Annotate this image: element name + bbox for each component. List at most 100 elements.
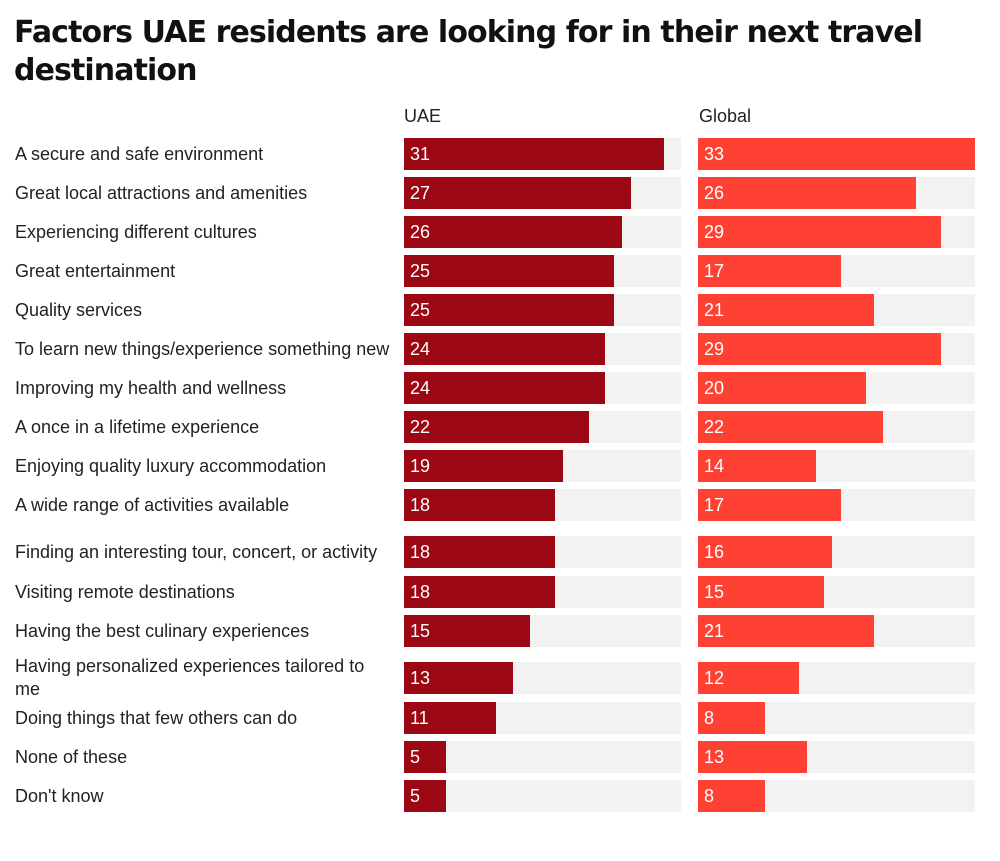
bar-uae: 5 (404, 741, 446, 773)
category-label: Having personalized experiences tailored… (15, 656, 365, 699)
bar-uae: 22 (404, 411, 589, 443)
bar-global: 15 (698, 576, 824, 608)
bar-uae: 5 (404, 780, 446, 812)
category-label: Enjoying quality luxury accommodation (15, 455, 327, 476)
column-header-global: Global (699, 106, 752, 126)
bar-uae: 18 (404, 536, 555, 568)
data-label: 14 (704, 456, 725, 476)
data-label: 20 (704, 378, 725, 398)
data-label: 12 (704, 668, 725, 688)
data-label: 17 (704, 495, 725, 515)
data-label: 21 (704, 621, 725, 641)
bar-global: 21 (698, 615, 874, 647)
bar-track-global: 21 (698, 615, 975, 647)
bar-track-uae: 24 (404, 372, 681, 404)
data-label: 24 (410, 339, 431, 359)
data-label: 27 (410, 183, 431, 203)
bar-track-global: 13 (698, 741, 975, 773)
data-label: 18 (410, 582, 431, 602)
bar-uae: 31 (404, 138, 664, 170)
bar-global: 17 (698, 489, 841, 521)
data-label: 24 (410, 378, 431, 398)
category-label: Doing things that few others can do (15, 707, 298, 728)
bar-global: 17 (698, 255, 841, 287)
bar-track-uae: 27 (404, 177, 681, 209)
data-label: 5 (410, 786, 421, 806)
data-label: 15 (410, 621, 431, 641)
bar-global: 26 (698, 177, 916, 209)
bar-uae: 19 (404, 450, 563, 482)
bar-global: 13 (698, 741, 807, 773)
data-label: 22 (410, 417, 431, 437)
bar-track-global: 12 (698, 662, 975, 694)
bar-track-global: 15 (698, 576, 975, 608)
data-label: 16 (704, 542, 725, 562)
category-label: A secure and safe environment (15, 143, 264, 164)
bar-track-uae: 5 (404, 741, 681, 773)
bar-track-uae: 13 (404, 662, 681, 694)
category-label: Don't know (15, 785, 104, 806)
bar-track-uae: 25 (404, 255, 681, 287)
bar-track-global: 33 (698, 138, 975, 170)
bar-track-global: 20 (698, 372, 975, 404)
bar-uae: 24 (404, 333, 605, 365)
bar-track-global: 16 (698, 536, 975, 568)
data-label: 13 (410, 668, 431, 688)
category-label: A wide range of activities available (15, 494, 290, 515)
data-label: 18 (410, 495, 431, 515)
bar-global: 14 (698, 450, 816, 482)
bar-track-global: 22 (698, 411, 975, 443)
bar-uae: 24 (404, 372, 605, 404)
data-label: 29 (704, 222, 725, 242)
data-label: 18 (410, 542, 431, 562)
bar-global: 20 (698, 372, 866, 404)
bar-global: 33 (698, 138, 975, 170)
data-label: 21 (704, 300, 725, 320)
bar-uae: 13 (404, 662, 513, 694)
category-label: Visiting remote destinations (15, 581, 235, 602)
data-label: 5 (410, 747, 421, 767)
bar-uae: 15 (404, 615, 530, 647)
bar-track-uae: 18 (404, 536, 681, 568)
data-label: 11 (410, 708, 429, 728)
bar-track-uae: 22 (404, 411, 681, 443)
bar-uae: 18 (404, 576, 555, 608)
data-label: 25 (410, 261, 431, 281)
bar-uae: 18 (404, 489, 555, 521)
chart-title: Factors UAE residents are looking for in… (14, 15, 923, 88)
bar-global: 16 (698, 536, 832, 568)
bar-global: 12 (698, 662, 799, 694)
bar-track-global: 14 (698, 450, 975, 482)
category-label: Having the best culinary experiences (15, 620, 310, 641)
bar-global: 29 (698, 216, 941, 248)
category-label: None of these (15, 746, 128, 767)
bar-track-global: 29 (698, 216, 975, 248)
column-header-uae: UAE (404, 106, 442, 126)
bar-track-uae: 25 (404, 294, 681, 326)
bar-uae: 26 (404, 216, 622, 248)
bar-track-global: 8 (698, 702, 975, 734)
bar-track-uae: 18 (404, 576, 681, 608)
data-label: 31 (410, 144, 431, 164)
bar-uae: 11 (404, 702, 496, 734)
category-label: Finding an interesting tour, concert, or… (15, 541, 378, 562)
category-label: Quality services (15, 299, 143, 320)
bar-track-uae: 26 (404, 216, 681, 248)
bar-track-uae: 15 (404, 615, 681, 647)
bar-uae: 25 (404, 255, 614, 287)
bar-track-global: 29 (698, 333, 975, 365)
data-label: 13 (704, 747, 725, 767)
bar-uae: 27 (404, 177, 631, 209)
data-label: 29 (704, 339, 725, 359)
data-label: 8 (704, 786, 715, 806)
category-label: Improving my health and wellness (15, 377, 287, 398)
data-label: 17 (704, 261, 725, 281)
category-label: Great entertainment (15, 260, 176, 281)
bar-global: 22 (698, 411, 883, 443)
data-label: 22 (704, 417, 725, 437)
bar-track-uae: 11 (404, 702, 681, 734)
bar-track-global: 21 (698, 294, 975, 326)
data-label: 15 (704, 582, 725, 602)
bar-global: 8 (698, 702, 765, 734)
